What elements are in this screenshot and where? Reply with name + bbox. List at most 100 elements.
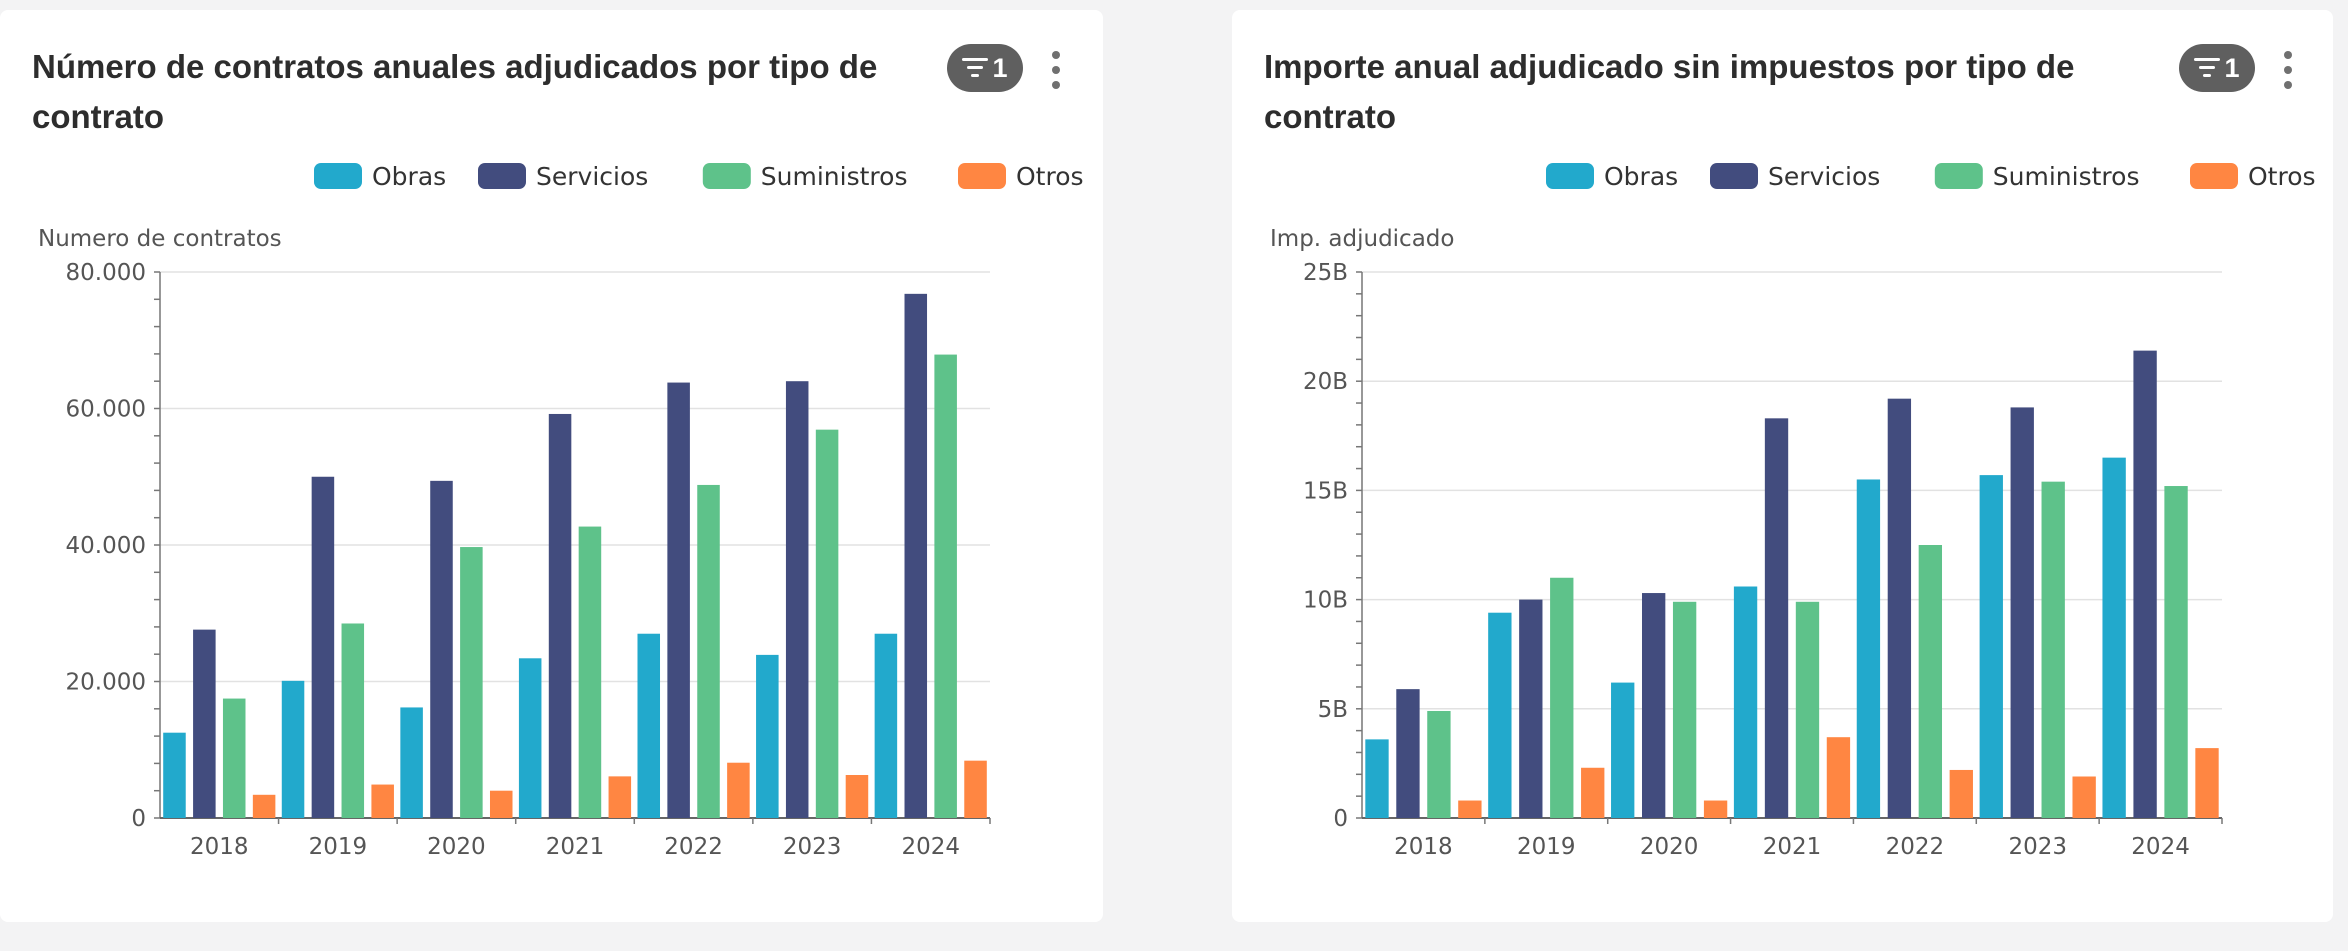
legend-swatch xyxy=(702,163,751,189)
legend-item[interactable]: Servicios xyxy=(478,162,648,191)
bar-obras-2021[interactable] xyxy=(1733,586,1758,818)
bar-suministros-2020[interactable] xyxy=(460,547,483,818)
bar-otros-2022[interactable] xyxy=(727,762,750,818)
x-tick-label: 2024 xyxy=(2131,834,2190,860)
bar-otros-2018[interactable] xyxy=(1458,800,1482,818)
bar-otros-2020[interactable] xyxy=(1703,800,1728,818)
x-tick-label: 2024 xyxy=(901,834,960,860)
x-tick-label: 2019 xyxy=(309,834,368,860)
bar-suministros-2021[interactable] xyxy=(578,526,602,818)
x-tick-label: 2021 xyxy=(1763,834,1822,860)
x-tick-label: 2019 xyxy=(1517,834,1576,860)
bar-servicios-2019[interactable] xyxy=(311,476,335,818)
bar-suministros-2024[interactable] xyxy=(934,354,957,818)
bar-obras-2022[interactable] xyxy=(637,633,661,818)
bar-obras-2019[interactable] xyxy=(1488,612,1512,818)
legend-item[interactable]: Suministros xyxy=(702,162,908,191)
bar-servicios-2023[interactable] xyxy=(785,381,809,818)
y-tick-label: 5B xyxy=(1318,697,1348,723)
bar-otros-2021[interactable] xyxy=(1826,737,1851,818)
chart-title: Importe anual adjudicado sin impuestos p… xyxy=(1264,48,2075,135)
bar-obras-2024[interactable] xyxy=(874,633,898,818)
more-vertical-icon[interactable] xyxy=(1042,46,1070,94)
legend-item[interactable]: Otros xyxy=(2190,162,2316,191)
bar-suministros-2020[interactable] xyxy=(1672,601,1697,818)
bar-obras-2020[interactable] xyxy=(400,707,423,818)
bar-suministros-2022[interactable] xyxy=(697,484,720,818)
bar-otros-2021[interactable] xyxy=(608,776,632,818)
bar-otros-2022[interactable] xyxy=(1949,769,1973,818)
x-tick-label: 2020 xyxy=(1640,834,1699,860)
bar-servicios-2018[interactable] xyxy=(1396,689,1420,818)
legend-swatch xyxy=(478,163,526,189)
bar-servicios-2024[interactable] xyxy=(2133,350,2157,818)
bar-suministros-2023[interactable] xyxy=(2041,481,2065,818)
bar-obras-2018[interactable] xyxy=(163,732,186,818)
bar-servicios-2020[interactable] xyxy=(430,480,453,818)
bar-obras-2018[interactable] xyxy=(1365,739,1389,818)
bar-servicios-2018[interactable] xyxy=(193,629,216,818)
bar-suministros-2019[interactable] xyxy=(1550,577,1574,818)
legend-swatch xyxy=(314,163,362,189)
bar-otros-2023[interactable] xyxy=(845,775,869,818)
x-tick-label: 2018 xyxy=(1394,834,1453,860)
bar-otros-2023[interactable] xyxy=(2072,776,2096,818)
bar-suministros-2018[interactable] xyxy=(222,698,246,818)
bar-suministros-2021[interactable] xyxy=(1795,601,1820,818)
x-tick-label: 2018 xyxy=(190,834,249,860)
bar-servicios-2023[interactable] xyxy=(2010,407,2034,818)
bar-servicios-2022[interactable] xyxy=(1887,398,1912,818)
more-vertical-icon[interactable] xyxy=(2274,46,2302,94)
bar-obras-2023[interactable] xyxy=(1979,475,2003,818)
y-tick-label: 80.000 xyxy=(66,260,146,286)
bar-suministros-2022[interactable] xyxy=(1918,545,1943,818)
bar-otros-2019[interactable] xyxy=(1581,767,1605,818)
bar-obras-2024[interactable] xyxy=(2102,457,2126,818)
legend-swatch xyxy=(1934,163,1983,189)
legend-label: Suministros xyxy=(761,162,908,191)
bar-obras-2019[interactable] xyxy=(281,680,305,818)
legend-item[interactable]: Otros xyxy=(958,162,1084,191)
bar-servicios-2022[interactable] xyxy=(667,382,690,818)
legend[interactable]: Obras Servicios Suministros Otros xyxy=(1546,162,2316,191)
bar-obras-2021[interactable] xyxy=(518,658,542,818)
bar-obras-2022[interactable] xyxy=(1856,479,1881,818)
legend-label: Servicios xyxy=(536,162,648,191)
bar-otros-2018[interactable] xyxy=(252,794,276,818)
y-tick-label: 0 xyxy=(1333,806,1348,832)
bar-suministros-2024[interactable] xyxy=(2164,486,2188,818)
legend-item[interactable]: Obras xyxy=(314,162,446,191)
legend-item[interactable]: Suministros xyxy=(1934,162,2140,191)
filter-count: 1 xyxy=(2224,52,2240,83)
bar-otros-2020[interactable] xyxy=(489,790,513,818)
x-tick-label: 2020 xyxy=(427,834,486,860)
bar-otros-2019[interactable] xyxy=(371,784,394,818)
y-tick-label: 20B xyxy=(1303,369,1348,395)
y-tick-label: 60.000 xyxy=(66,397,146,423)
bar-obras-2020[interactable] xyxy=(1611,682,1635,818)
bar-chart-awarded-amount: Obras Servicios Suministros Otros Imp. adjud… xyxy=(1270,162,2316,860)
bar-otros-2024[interactable] xyxy=(964,760,987,818)
bar-suministros-2023[interactable] xyxy=(815,429,839,818)
filter-badge[interactable]: 1 xyxy=(947,44,1023,92)
legend-item[interactable]: Servicios xyxy=(1710,162,1880,191)
legend-swatch xyxy=(958,163,1006,189)
legend-item[interactable]: Obras xyxy=(1546,162,1678,191)
legend-label: Servicios xyxy=(1768,162,1880,191)
bar-suministros-2019[interactable] xyxy=(341,623,365,818)
bar-otros-2024[interactable] xyxy=(2195,748,2219,818)
y-tick-label: 40.000 xyxy=(66,533,146,559)
bar-servicios-2020[interactable] xyxy=(1641,593,1666,818)
y-tick-label: 25B xyxy=(1303,260,1348,286)
bar-suministros-2018[interactable] xyxy=(1427,710,1451,818)
filter-badge[interactable]: 1 xyxy=(2179,44,2255,92)
bar-servicios-2019[interactable] xyxy=(1519,599,1543,818)
legend[interactable]: Obras Servicios Suministros Otros xyxy=(314,162,1084,191)
bar-servicios-2024[interactable] xyxy=(904,293,928,819)
filter-icon xyxy=(2194,58,2221,77)
bar-servicios-2021[interactable] xyxy=(548,413,572,818)
legend-swatch xyxy=(2190,163,2238,189)
y-axis-title: Numero de contratos xyxy=(38,226,282,252)
bar-servicios-2021[interactable] xyxy=(1764,418,1789,818)
bar-obras-2023[interactable] xyxy=(756,654,779,818)
